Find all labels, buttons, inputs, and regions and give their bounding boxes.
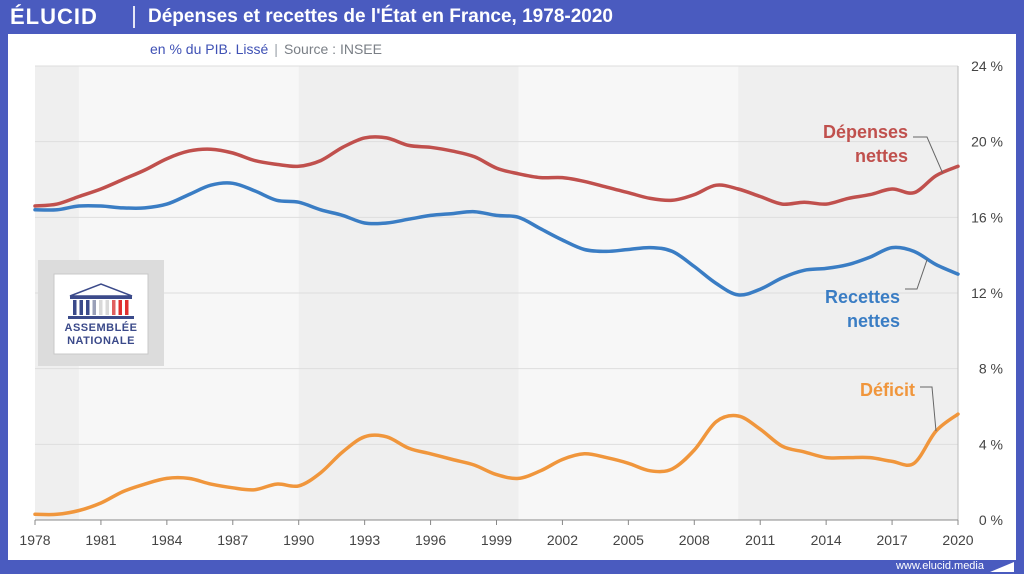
chart-title: Dépenses et recettes de l'État en France… <box>148 6 613 27</box>
logo-line2: NATIONALE <box>67 335 135 347</box>
annotation-recettes-nettes: Recettes nettes <box>825 259 928 331</box>
x-tick-label: 2002 <box>547 532 578 548</box>
column-shape <box>73 300 77 315</box>
y-tick-label: 0 % <box>979 512 1003 528</box>
column-shape <box>112 300 116 315</box>
base-shape <box>68 316 134 319</box>
x-tick-label: 1981 <box>85 532 116 548</box>
x-tick-label: 1999 <box>481 532 512 548</box>
x-tick-label: 2014 <box>811 532 842 548</box>
x-tick-label: 1987 <box>217 532 248 548</box>
x-tick-label: 1978 <box>19 532 50 548</box>
footer-url[interactable]: www.elucid.media <box>895 560 984 572</box>
y-tick-label: 16 % <box>971 209 1003 225</box>
brand-logo[interactable]: ÉLUCID <box>10 4 98 29</box>
column-shape <box>86 300 90 315</box>
logo-line1: ASSEMBLÉE <box>65 321 138 334</box>
subtitle-unit: en % du PIB. Lissé <box>150 41 269 57</box>
series-line-deficit <box>33 412 960 517</box>
subtitle-source: Source : INSEE <box>283 41 382 57</box>
x-tick-label: 2020 <box>942 532 973 548</box>
x-tick-label: 1990 <box>283 532 314 548</box>
y-tick-label: 12 % <box>971 285 1003 301</box>
column-shape <box>79 300 83 315</box>
annotation-label: nettes <box>855 146 908 166</box>
y-tick-label: 24 % <box>971 58 1003 74</box>
entablature-shape <box>70 296 132 299</box>
column-shape <box>92 300 96 315</box>
column-shape <box>105 300 109 315</box>
column-shape <box>125 300 129 315</box>
chart-subtitle: en % du PIB. Lissé | Source : INSEE <box>150 40 382 58</box>
series-line-recettes-nettes <box>33 181 960 297</box>
annotation-label: nettes <box>847 311 900 331</box>
x-tick-label: 2005 <box>613 532 644 548</box>
footer-arrow-icon <box>990 562 1014 572</box>
annotation-deficit: Déficit <box>860 380 937 432</box>
column-shape <box>118 300 122 315</box>
hemicycle-icon <box>68 283 134 319</box>
annotation-label: Recettes <box>825 287 900 307</box>
y-tick-label: 20 % <box>971 134 1003 150</box>
annotation-leader <box>913 136 944 174</box>
y-tick-label: 4 % <box>979 436 1003 452</box>
x-tick-label: 2008 <box>679 532 710 548</box>
y-tick-label: 8 % <box>979 361 1003 377</box>
brand-separator <box>133 6 135 28</box>
x-tick-label: 1993 <box>349 532 380 548</box>
x-tick-label: 2017 <box>876 532 907 548</box>
column-shape <box>99 300 103 315</box>
annotation-depenses-nettes: Dépenses nettes <box>823 122 944 174</box>
annotation-label: Dépenses <box>823 122 908 142</box>
subtitle-separator: | <box>274 41 278 57</box>
annotation-label: Déficit <box>860 380 915 400</box>
series-line-depenses-nettes <box>33 135 960 208</box>
annotation-leader <box>920 386 937 432</box>
assemblee-nationale-logo: ASSEMBLÉE NATIONALE <box>38 260 164 366</box>
x-tick-label: 1984 <box>151 532 182 548</box>
x-tick-label: 2011 <box>745 532 775 548</box>
x-tick-label: 1996 <box>415 532 446 548</box>
annotation-leader <box>905 259 928 290</box>
